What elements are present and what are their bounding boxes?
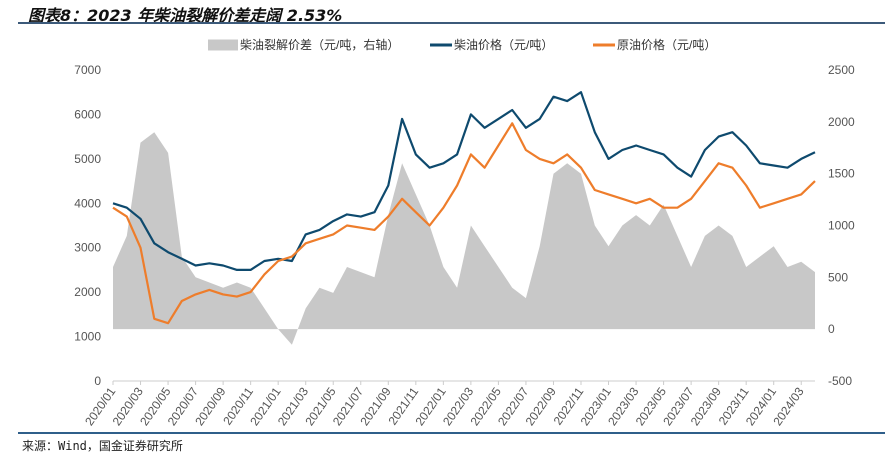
chart-title: 图表8：2023 年柴油裂解价差走阔 2.53% (28, 6, 343, 25)
y-left-tick-label: 7000 (74, 63, 101, 77)
y-right-tick-label: 0 (828, 322, 835, 336)
y-left-tick-label: 5000 (74, 152, 101, 166)
y-right-tick-label: -500 (828, 374, 852, 388)
y-right-tick-label: 2500 (828, 63, 855, 77)
y-right-tick-label: 1000 (828, 219, 855, 233)
y-left-tick-label: 6000 (74, 107, 101, 121)
y-left-tick-label: 3000 (74, 241, 101, 255)
chart: 0 1000 2000 3000 4000 5000 6000 7000 -500 0 500 100… (74, 37, 855, 428)
source-note: 来源：Wind，国金证券研究所 (22, 439, 183, 453)
y-left-tick-label: 1000 (74, 330, 101, 344)
legend-label-spread: 柴油裂解价差（元/吨，右轴） (240, 37, 399, 52)
diesel-line (112, 91, 816, 271)
legend-label-diesel: 柴油价格（元/吨） (454, 37, 553, 52)
y-right-tick-label: 2000 (828, 115, 855, 129)
y-left-tick-label: 4000 (74, 196, 101, 210)
y-right-tick-label: 1500 (828, 167, 855, 181)
legend-label-crude: 原油价格（元/吨） (617, 37, 716, 52)
y-left-tick-label: 2000 (74, 285, 101, 299)
legend-swatch-diesel (430, 43, 452, 47)
y-right-tick-label: 500 (828, 270, 848, 284)
legend-swatch-spread (208, 39, 238, 51)
footer-divider (18, 432, 885, 434)
legend-swatch-crude (593, 43, 615, 47)
spread-area (113, 132, 815, 345)
title-divider (18, 22, 885, 24)
crude-line (112, 122, 816, 325)
y-left-tick-label: 0 (94, 374, 101, 388)
